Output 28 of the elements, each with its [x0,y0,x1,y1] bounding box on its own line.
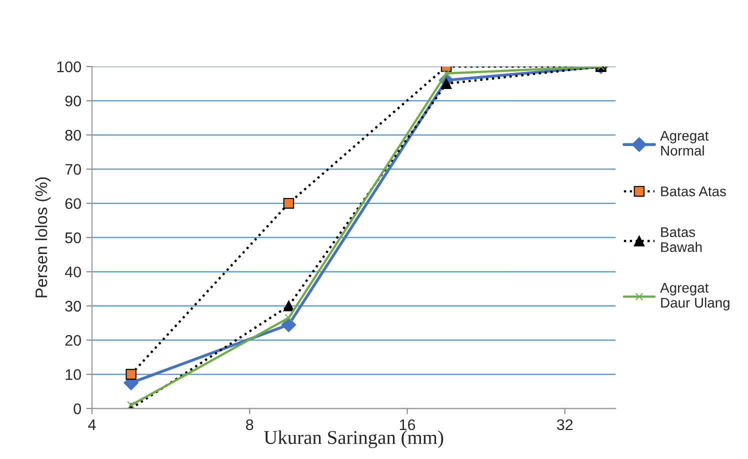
x-tick-label: 32 [556,419,573,430]
y-tick-label: 70 [65,164,81,175]
point [440,78,452,90]
y-axis-title: Persen lolos (%) [35,177,51,298]
point [283,198,294,209]
point [442,69,450,78]
y-tick-label: 10 [66,369,81,380]
y-tick-label: 60 [65,198,81,210]
point [281,317,296,332]
point [283,300,294,312]
y-tick-label: 30 [65,300,81,312]
y-tick-label: 0 [74,403,81,414]
y-tick-label: 20 [65,334,81,346]
legend-label: Agregat Normal [660,130,709,156]
x-tick-label: 16 [400,419,416,430]
legend-label: Batas Atas [661,186,726,196]
x-axis-title: Ukuran Saringan (mm) [264,430,444,448]
point [126,368,136,380]
x-tick-label: 8 [246,419,254,430]
point [284,314,293,322]
y-tick-label: 80 [65,130,81,141]
y-tick-label: 50 [65,232,81,244]
y-tick-label: 100 [57,61,81,72]
legend-label: Agregat Daur Ulang [660,283,730,310]
legend-label: Batas Bawah [661,227,702,252]
y-tick-label: 90 [65,96,81,106]
x-tick-label: 4 [88,419,96,430]
y-tick-label: 40 [64,266,81,278]
